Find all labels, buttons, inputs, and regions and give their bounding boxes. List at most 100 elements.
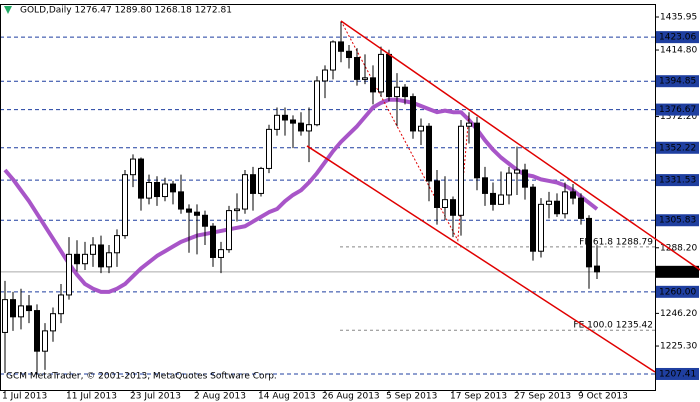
level-label: 1207.41 bbox=[659, 369, 696, 379]
candle-body bbox=[58, 294, 64, 315]
candle-body bbox=[298, 122, 304, 132]
candle-body bbox=[498, 194, 504, 205]
candle-body bbox=[378, 53, 384, 93]
x-tick-label: 1 Jul 2013 bbox=[2, 392, 47, 402]
candle-body bbox=[314, 80, 320, 126]
level-label: 1352.22 bbox=[659, 143, 696, 153]
candle-body bbox=[290, 119, 296, 124]
candle-body bbox=[370, 77, 376, 93]
candle-body bbox=[218, 249, 224, 258]
candle-body bbox=[362, 77, 368, 80]
candle-body bbox=[74, 253, 80, 265]
candle-body bbox=[10, 299, 16, 318]
candle-body bbox=[2, 299, 8, 333]
candle-body bbox=[162, 183, 168, 198]
candle-body bbox=[90, 244, 96, 255]
candle-body bbox=[178, 191, 184, 210]
level-label: 1305.83 bbox=[659, 216, 696, 226]
level-label: 1394.85 bbox=[659, 77, 696, 87]
candle-body bbox=[394, 86, 400, 98]
candle-body bbox=[594, 265, 600, 273]
fe-level-label: FE 61.8 1288.79 bbox=[579, 237, 653, 247]
level-box bbox=[656, 141, 699, 154]
candle-body bbox=[450, 199, 456, 216]
candle-body bbox=[442, 199, 448, 208]
level-label: 1260.00 bbox=[659, 287, 696, 297]
candle-body bbox=[386, 53, 392, 98]
candle-body bbox=[330, 41, 336, 71]
candle-body bbox=[98, 244, 104, 268]
level-label: 1423.06 bbox=[659, 33, 696, 43]
current-price-label: 1272.81 bbox=[659, 267, 696, 277]
candle-body bbox=[234, 208, 240, 212]
channel-line bbox=[340, 20, 700, 271]
candle-body bbox=[554, 200, 560, 215]
candle-body bbox=[258, 167, 264, 194]
candle-body bbox=[226, 210, 232, 251]
candle-body bbox=[490, 192, 496, 205]
y-tick-label: 1372.20 bbox=[660, 112, 697, 122]
level-label: 1376.67 bbox=[659, 105, 696, 115]
x-tick-label: 5 Sep 2013 bbox=[386, 392, 437, 402]
candle-body bbox=[138, 158, 144, 199]
plot-border bbox=[0, 4, 656, 391]
candle-body bbox=[426, 125, 432, 182]
candle-body bbox=[210, 225, 216, 258]
candle-body bbox=[122, 174, 128, 237]
candle-body bbox=[322, 69, 328, 82]
candle-body bbox=[170, 183, 176, 193]
candle-body bbox=[274, 114, 280, 130]
candle-body bbox=[410, 96, 416, 132]
candle-body bbox=[282, 114, 288, 121]
y-tick-label: 1246.20 bbox=[660, 309, 697, 319]
candle-body bbox=[402, 86, 408, 98]
x-tick-label: 26 Aug 2013 bbox=[322, 392, 380, 402]
candle-body bbox=[26, 305, 32, 312]
candle-body bbox=[482, 177, 488, 194]
candle-body bbox=[146, 181, 152, 199]
candle-body bbox=[458, 125, 464, 216]
moving-average bbox=[3, 97, 599, 294]
candle-body bbox=[434, 180, 440, 208]
icon bbox=[4, 6, 12, 14]
x-tick-label: 27 Sep 2013 bbox=[514, 392, 571, 402]
candle-body bbox=[50, 313, 56, 332]
level-box bbox=[656, 214, 699, 227]
plot-area: FE 61.8 1288.79 FE 100.0 1235.42 bbox=[0, 20, 655, 375]
fibo-line bbox=[340, 20, 470, 243]
candle-body bbox=[586, 217, 592, 268]
fe-level-label: FE 100.0 1235.42 bbox=[573, 321, 653, 331]
candle-body bbox=[418, 125, 424, 132]
candle-body bbox=[250, 174, 256, 194]
x-tick-label: 2 Aug 2013 bbox=[194, 392, 246, 402]
candle-body bbox=[546, 200, 552, 205]
candle-body bbox=[306, 124, 312, 132]
x-tick-label: 23 Jul 2013 bbox=[130, 392, 181, 402]
level-box bbox=[656, 174, 699, 187]
candle-body bbox=[466, 122, 472, 127]
candle-body bbox=[346, 50, 352, 59]
candle-body bbox=[106, 252, 112, 268]
level-label: 1331.53 bbox=[659, 176, 696, 186]
footer: GCM MetaTrader, © 2001-2013, MetaQuotes … bbox=[6, 372, 277, 382]
candle-body bbox=[530, 186, 536, 252]
level-box bbox=[656, 31, 699, 44]
candle-body bbox=[522, 169, 528, 188]
chart-title: GOLD,Daily 1276.47 1289.80 1268.18 1272.… bbox=[20, 6, 232, 16]
y-tick-label: 1225.30 bbox=[660, 342, 697, 352]
candle-body bbox=[474, 122, 480, 179]
channel-line bbox=[306, 145, 656, 373]
candle-body bbox=[538, 203, 544, 252]
candle-body bbox=[66, 253, 72, 296]
y-tick-label: 1414.80 bbox=[660, 46, 697, 56]
y-tick-label: 1288.20 bbox=[660, 243, 697, 253]
level-box bbox=[656, 367, 699, 380]
x-tick-label: 9 Oct 2013 bbox=[578, 392, 628, 402]
candle-body bbox=[34, 310, 40, 352]
candle-body bbox=[354, 57, 360, 80]
x-tick-label: 17 Sep 2013 bbox=[450, 392, 507, 402]
candle-body bbox=[562, 191, 568, 215]
x-tick-label: 11 Jul 2013 bbox=[66, 392, 117, 402]
candle-body bbox=[266, 128, 272, 169]
